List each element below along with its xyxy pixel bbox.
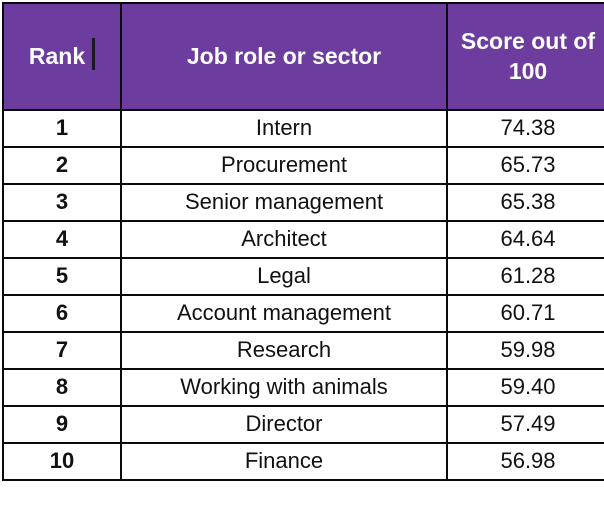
table-row: 1 Intern 74.38: [2, 109, 604, 148]
cell-rank[interactable]: 1: [2, 109, 122, 148]
cell-rank[interactable]: 10: [2, 442, 122, 481]
ranking-table: Rank Job role or sector Score out of 100…: [2, 2, 604, 481]
cell-score[interactable]: 59.40: [446, 368, 604, 407]
cell-rank[interactable]: 4: [2, 220, 122, 259]
cell-role[interactable]: Working with animals: [120, 368, 448, 407]
cell-rank[interactable]: 5: [2, 257, 122, 296]
cell-role[interactable]: Research: [120, 331, 448, 370]
cell-rank[interactable]: 7: [2, 331, 122, 370]
table-header: Rank Job role or sector Score out of 100: [2, 2, 604, 111]
cell-rank[interactable]: 6: [2, 294, 122, 333]
table-row: 2 Procurement 65.73: [2, 146, 604, 185]
cell-rank[interactable]: 2: [2, 146, 122, 185]
col-header-score[interactable]: Score out of 100: [446, 2, 604, 111]
cell-score[interactable]: 57.49: [446, 405, 604, 444]
table-row: 8 Working with animals 59.40: [2, 368, 604, 407]
header-row: Rank Job role or sector Score out of 100: [2, 2, 604, 111]
cell-role[interactable]: Architect: [120, 220, 448, 259]
rank-header-content: Rank: [28, 38, 96, 72]
cell-role[interactable]: Finance: [120, 442, 448, 481]
cell-score[interactable]: 65.38: [446, 183, 604, 222]
text-cursor-icon: [92, 38, 96, 71]
table-row: 10 Finance 56.98: [2, 442, 604, 481]
table-body: 1 Intern 74.38 2 Procurement 65.73 3 Senior man…: [2, 109, 604, 481]
cell-score[interactable]: 56.98: [446, 442, 604, 481]
cell-score[interactable]: 64.64: [446, 220, 604, 259]
cell-role[interactable]: Procurement: [120, 146, 448, 185]
cell-rank[interactable]: 3: [2, 183, 122, 222]
table-row: 9 Director 57.49: [2, 405, 604, 444]
cell-role[interactable]: Account management: [120, 294, 448, 333]
cell-role[interactable]: Legal: [120, 257, 448, 296]
cell-score[interactable]: 65.73: [446, 146, 604, 185]
cell-role[interactable]: Intern: [120, 109, 448, 148]
table-row: 6 Account management 60.71: [2, 294, 604, 333]
cell-score[interactable]: 74.38: [446, 109, 604, 148]
cell-score[interactable]: 59.98: [446, 331, 604, 370]
cell-role[interactable]: Senior management: [120, 183, 448, 222]
cell-score[interactable]: 60.71: [446, 294, 604, 333]
col-header-rank-label: Rank: [28, 42, 86, 69]
table-row: 7 Research 59.98: [2, 331, 604, 370]
table-row: 4 Architect 64.64: [2, 220, 604, 259]
table-row: 3 Senior management 65.38: [2, 183, 604, 222]
col-header-rank[interactable]: Rank: [2, 2, 122, 111]
cell-rank[interactable]: 9: [2, 405, 122, 444]
col-header-role[interactable]: Job role or sector: [120, 2, 448, 111]
cell-score[interactable]: 61.28: [446, 257, 604, 296]
table-row: 5 Legal 61.28: [2, 257, 604, 296]
cell-rank[interactable]: 8: [2, 368, 122, 407]
cell-role[interactable]: Director: [120, 405, 448, 444]
